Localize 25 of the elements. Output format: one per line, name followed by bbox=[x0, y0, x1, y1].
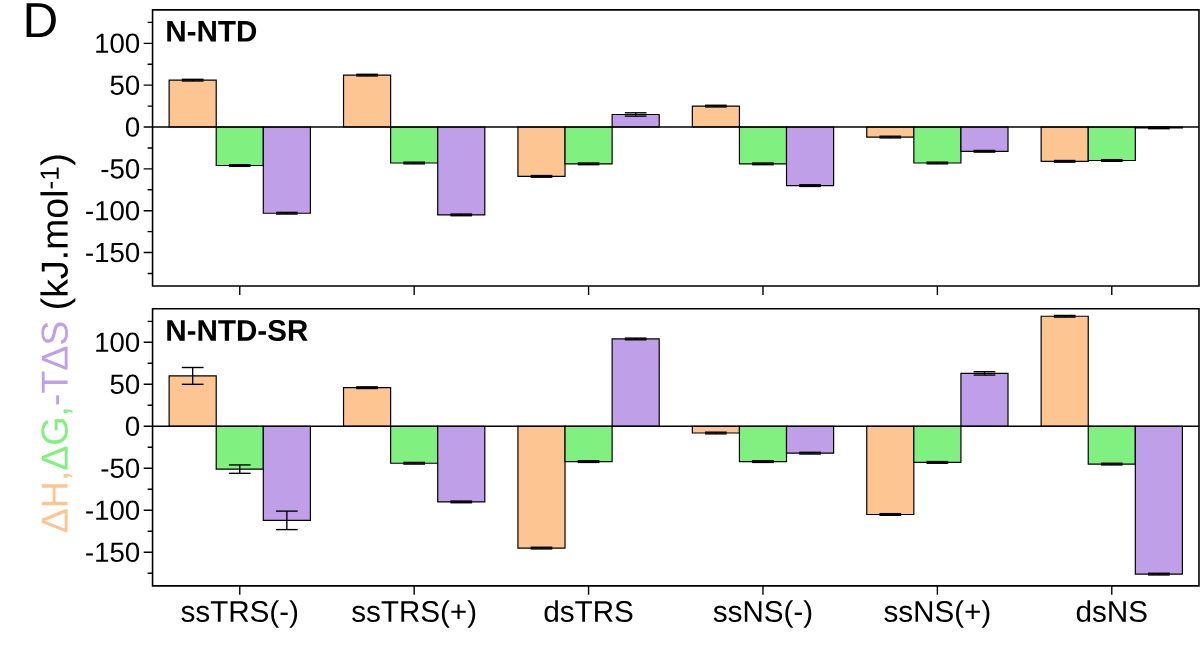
y-tick-label: 100 bbox=[96, 33, 140, 54]
text: ΔG, bbox=[41, 409, 73, 470]
y-tick-label: -150 bbox=[86, 242, 140, 263]
y-tick-label: 50 bbox=[110, 75, 140, 95]
y-axis-title: (kJ.mol$^{-1}$) bbox=[40, 155, 76, 308]
y-tick-label: 0 bbox=[125, 117, 140, 137]
y-tick-label: 50 bbox=[110, 374, 140, 395]
y-tick-label: 0 bbox=[125, 416, 140, 437]
y-tick-label: 100 bbox=[96, 332, 140, 353]
x-tick-label: ssNS(-) bbox=[713, 600, 812, 628]
chart-title: N-NTD bbox=[167, 21, 257, 42]
chart-title: N-NTD-SR bbox=[167, 319, 308, 341]
x-tick-label: ssNS(+) bbox=[884, 600, 990, 628]
x-tick-label: ssTRS(+) bbox=[352, 600, 476, 628]
x-tick-label: dsNS bbox=[1076, 600, 1147, 622]
x-tick-label: ssTRS(-) bbox=[181, 600, 298, 628]
text: -TΔS bbox=[41, 322, 68, 405]
y-tick-label: -50 bbox=[101, 458, 140, 479]
y-tick-label: -150 bbox=[86, 542, 140, 563]
y-tick-label: -100 bbox=[86, 500, 140, 521]
x-tick-label: dsTRS bbox=[544, 600, 633, 622]
text: ΔH, bbox=[41, 474, 73, 533]
y-tick-label: -100 bbox=[86, 200, 140, 221]
y-tick-label: -50 bbox=[101, 159, 140, 179]
text: D bbox=[26, 3, 56, 38]
